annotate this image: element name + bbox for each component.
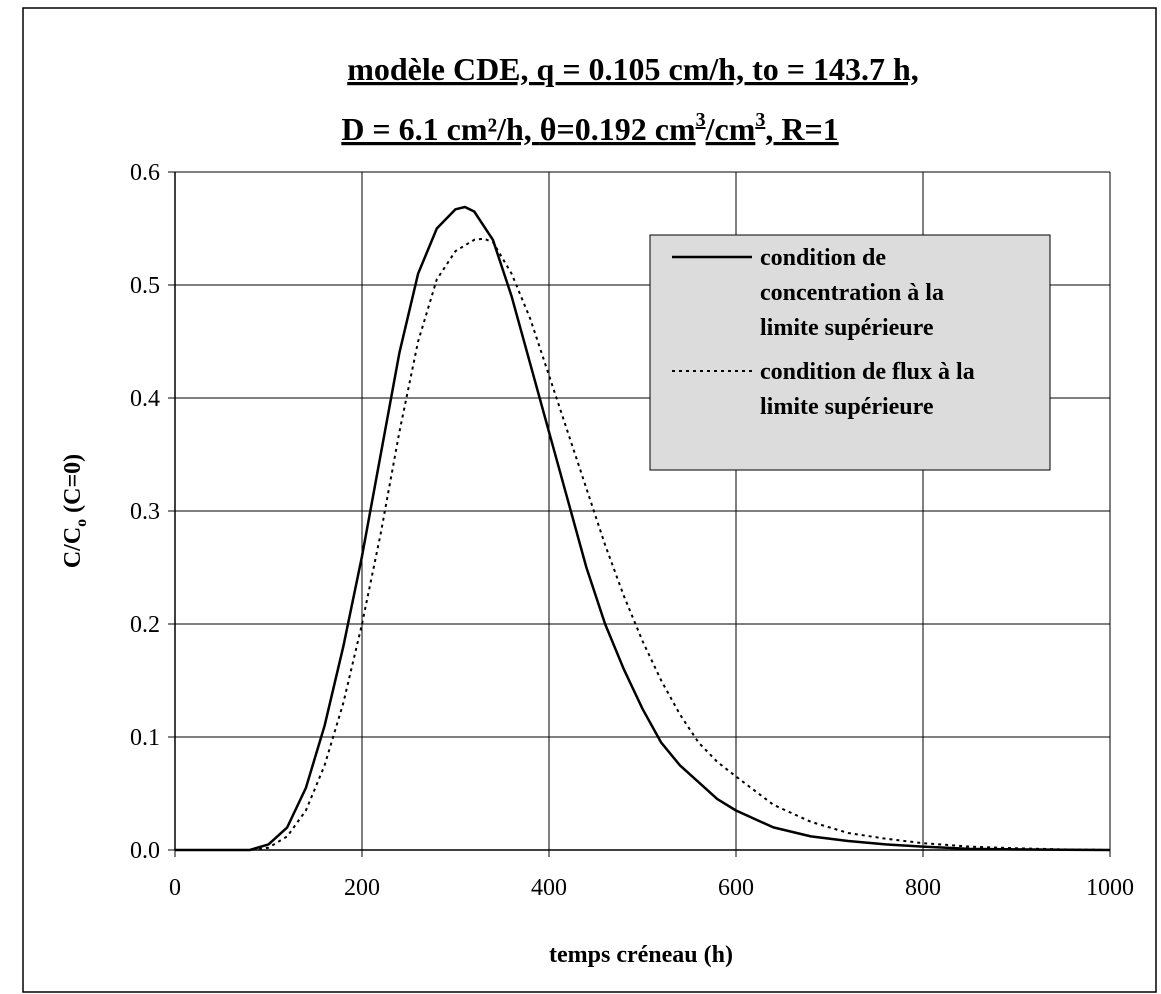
title-part-theta: θ [540,111,557,147]
series-lines [175,205,1111,852]
chart-title-line2: D = 6.1 cm²/h, θ=0.192 cm3/cm3, R=1 [341,109,838,147]
outer-border [22,7,1157,993]
x-tick-label-800: 800 [905,875,941,901]
y-axis-label-rest: (C=0) [60,454,86,519]
y-tick-label-0.2: 0.2 [130,612,160,638]
x-tick-label-400: 400 [531,875,567,901]
y-tick-label-0.4: 0.4 [130,386,160,412]
x-tick-labels: 0 200 400 600 800 1000 [169,875,1134,901]
x-tick-label-1000: 1000 [1086,875,1134,901]
legend-label-concentration-2: concentration à la [760,280,944,306]
y-tick-label-0.5: 0.5 [130,273,160,299]
series-line-concentration [175,205,1111,852]
y-axis-label: C/Co (C=0) [60,454,90,568]
title-part-b: =0.192 cm [557,111,696,147]
legend: condition de concentration à la limite s… [649,234,1051,471]
x-tick-label-0: 0 [169,875,181,901]
legend-label-flux-1: condition de flux à la [760,359,975,385]
legend-label-concentration-1: condition de [760,245,886,271]
title-part-d: , R=1 [765,111,838,147]
y-tick-label-0.0: 0.0 [130,838,160,864]
title-sup-2: 3 [755,109,765,131]
x-tick-label-200: 200 [344,875,380,901]
legend-label-concentration-3: limite supérieure [760,315,934,341]
chart-title-line1: modèle CDE, q = 0.105 cm/h, to = 143.7 h… [347,51,919,87]
y-axis-label-main: C/C [60,527,86,568]
legend-box [649,234,1051,471]
y-axis-label-sub: o [73,519,90,527]
legend-label-flux-2: limite supérieure [760,394,934,420]
title-sup-1: 3 [696,109,706,131]
y-tick-label-0.3: 0.3 [130,499,160,525]
series-line-flux [175,237,1111,851]
y-tick-label-0.6: 0.6 [130,160,160,186]
y-tick-label-0.1: 0.1 [130,725,160,751]
title-part-a: D = 6.1 cm²/h, [341,111,539,147]
x-tick-label-600: 600 [718,875,754,901]
x-axis-label: temps créneau (h) [549,942,733,968]
y-tick-labels: 0.0 0.1 0.2 0.3 0.4 0.5 0.6 [130,160,160,864]
title-part-c: /cm [705,111,756,147]
